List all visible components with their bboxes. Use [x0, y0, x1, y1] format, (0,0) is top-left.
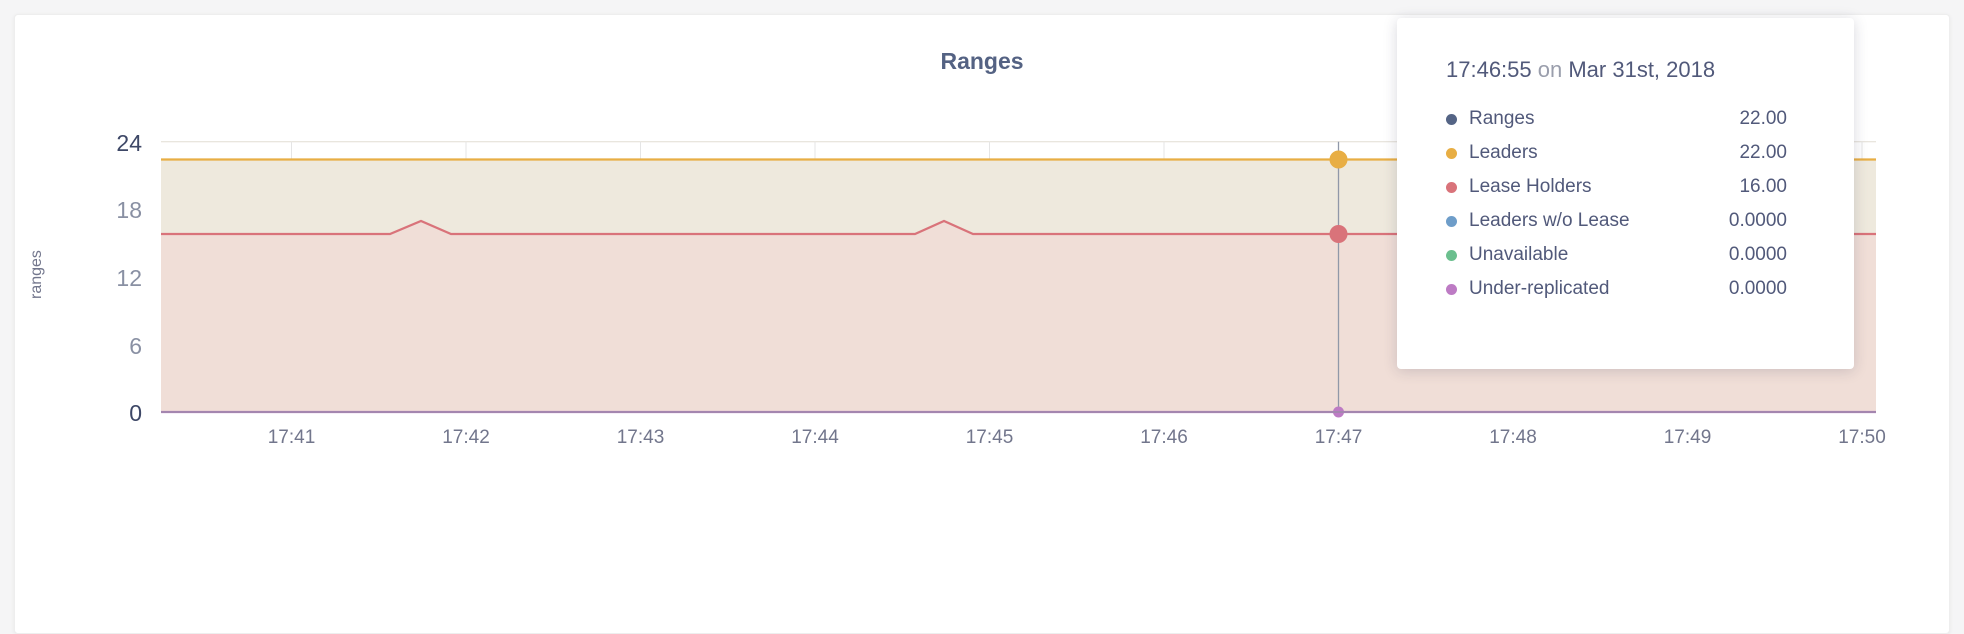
svg-text:17:44: 17:44 [791, 427, 839, 448]
svg-text:17:48: 17:48 [1489, 427, 1537, 448]
svg-text:24: 24 [116, 130, 142, 156]
svg-text:18: 18 [116, 197, 142, 223]
svg-text:12: 12 [116, 265, 142, 291]
svg-text:0: 0 [129, 400, 142, 426]
svg-text:17:46: 17:46 [1140, 427, 1188, 448]
svg-text:17:49: 17:49 [1664, 427, 1712, 448]
svg-text:17:47: 17:47 [1315, 427, 1363, 448]
svg-text:17:50: 17:50 [1838, 427, 1886, 448]
svg-text:17:42: 17:42 [442, 427, 490, 448]
svg-text:17:43: 17:43 [617, 427, 665, 448]
svg-text:6: 6 [129, 333, 142, 359]
svg-text:17:45: 17:45 [966, 427, 1014, 448]
svg-text:17:41: 17:41 [268, 427, 316, 448]
